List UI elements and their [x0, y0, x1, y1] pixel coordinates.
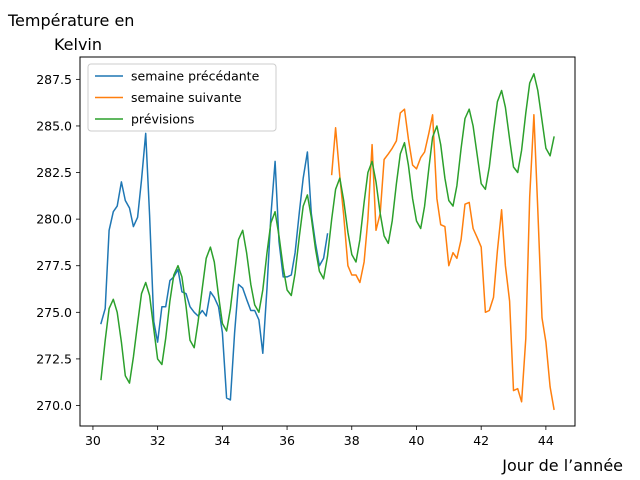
axes-frame: [79, 56, 576, 427]
legend-label-2: semaine suivante: [131, 90, 242, 105]
y-tick-label: 272.5: [36, 351, 72, 366]
legend-label-1: semaine précédante: [131, 69, 260, 84]
y-tick-label: 270.0: [36, 398, 72, 413]
x-tick-label: 42: [473, 433, 489, 448]
x-axis-label: Jour de l’année: [502, 456, 623, 475]
y-tick-label: 282.5: [36, 165, 72, 180]
y-axis-label-line-1: Température en: [8, 11, 135, 30]
legend: semaine précédante semaine suivante prévis…: [87, 63, 277, 132]
legend-box: [87, 63, 277, 132]
y-tick-label: 277.5: [36, 258, 72, 273]
y-axis-label: Température en Kelvin: [8, 9, 148, 57]
x-tick-label: 34: [214, 433, 230, 448]
series-line-2: [330, 108, 555, 411]
x-tick-label: 32: [150, 433, 166, 448]
y-tick-label: 285.0: [36, 118, 72, 133]
x-tick-label: 36: [279, 433, 295, 448]
plot-lines: [100, 73, 555, 411]
x-tick-label: 38: [344, 433, 360, 448]
y-axis-ticks: 270.0 272.5 275.0 277.5 280.0 282.5 285.0 287.5: [36, 72, 80, 413]
x-tick-label: 44: [538, 433, 554, 448]
x-tick-label: 30: [85, 433, 101, 448]
y-tick-label: 280.0: [36, 212, 72, 227]
series-line-3: [100, 73, 555, 384]
legend-label-3: prévisions: [131, 112, 194, 127]
series-line-1: [100, 132, 329, 401]
y-axis-label-line-2: Kelvin: [53, 35, 103, 54]
x-axis-ticks: 30 32 34 36 38 40 42 44: [85, 426, 554, 448]
x-tick-label: 40: [409, 433, 425, 448]
y-tick-label: 287.5: [36, 72, 72, 87]
y-tick-label: 275.0: [36, 305, 72, 320]
